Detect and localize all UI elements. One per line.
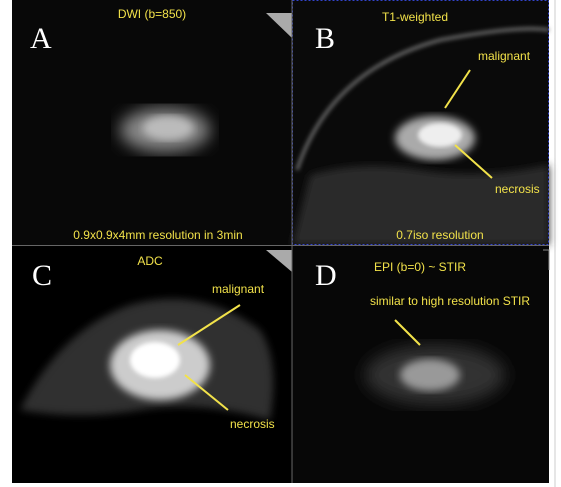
annotation: necrosis <box>495 182 540 196</box>
panel-title: T1-weighted <box>382 10 448 24</box>
lesion <box>130 342 180 378</box>
annotation: malignant <box>478 49 531 63</box>
lesion <box>400 359 460 391</box>
panel-title: EPI (b=0) ~ STIR <box>374 260 466 274</box>
panel-c: C ADC malignant necrosis <box>12 246 292 483</box>
panel-a: A DWI (b=850) 0.9x0.9x4mm resolution in … <box>12 0 292 245</box>
panel-caption: 0.7iso resolution <box>396 228 483 242</box>
lesion <box>143 116 193 140</box>
annotation: necrosis <box>230 417 275 431</box>
lesion <box>418 123 462 147</box>
panel-b: B T1-weighted malignant necrosis 0.7iso … <box>292 0 549 245</box>
panel-caption: 0.9x0.9x4mm resolution in 3min <box>73 228 242 242</box>
panel-letter: C <box>32 259 52 292</box>
panel-d: D EPI (b=0) ~ STIR similar to high resol… <box>293 246 549 483</box>
panel-letter: A <box>30 22 52 55</box>
annotation: malignant <box>212 282 265 296</box>
panel-letter: D <box>315 259 337 292</box>
figure: A DWI (b=850) 0.9x0.9x4mm resolution in … <box>0 0 561 487</box>
panel-letter: B <box>315 22 335 55</box>
panel-title: ADC <box>137 254 163 268</box>
annotation: similar to high resolution STIR <box>370 294 530 308</box>
panel-title: DWI (b=850) <box>118 7 186 21</box>
